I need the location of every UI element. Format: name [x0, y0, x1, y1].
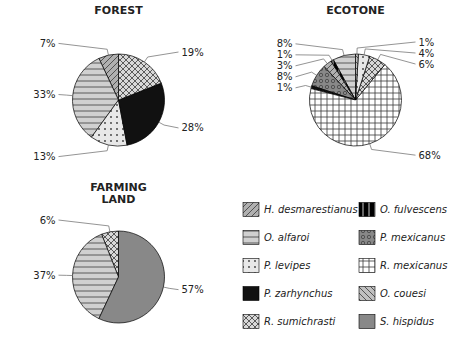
- wedges: [73, 231, 165, 323]
- leader-line: [59, 43, 109, 55]
- legend-label: R. sumichrasti: [264, 316, 336, 327]
- legend-item: P. mexicanus: [359, 231, 445, 245]
- chart-title: FOREST: [94, 4, 143, 17]
- legend-label: O. alfaroi: [264, 232, 310, 243]
- legend-item: R. sumichrasti: [243, 315, 336, 329]
- wedges: [73, 54, 165, 146]
- data-labels: 7% 33% 13% 28% 19%: [33, 38, 203, 162]
- leader-line: [59, 145, 109, 157]
- data-label: 8%: [277, 38, 293, 49]
- pie-wedge: [356, 54, 359, 100]
- legend-label: P. zarhynchus: [264, 288, 332, 299]
- leader-line: [296, 55, 333, 61]
- data-label: 19%: [182, 47, 204, 58]
- leader-line: [144, 52, 178, 62]
- data-label: 33%: [33, 89, 55, 100]
- legend-swatch: [359, 231, 375, 245]
- pie-wedge: [99, 231, 165, 323]
- data-label: 6%: [40, 215, 56, 226]
- leader-line: [364, 49, 415, 55]
- leader-line: [163, 287, 178, 290]
- legend-item: H. desmarestianus: [243, 203, 358, 217]
- data-label: 37%: [33, 270, 55, 281]
- data-label: 8%: [277, 71, 293, 82]
- data-label: 1%: [277, 49, 293, 60]
- legend-label: S. hispidus: [380, 316, 434, 327]
- leader-line: [296, 59, 328, 66]
- legend-label: O. fulvescens: [380, 204, 447, 215]
- data-label: 13%: [33, 151, 55, 162]
- legend-swatch: [359, 203, 375, 217]
- legend-label: O. couesi: [380, 288, 426, 299]
- legend-swatch: [359, 259, 375, 273]
- pie-wedge: [356, 54, 370, 100]
- pie-chart: FOREST 7% 33% 13% 28% 19%: [33, 4, 203, 162]
- pie-wedge: [119, 54, 162, 100]
- legend-swatch: [359, 315, 375, 329]
- data-label: 57%: [182, 284, 204, 295]
- legend-swatch: [243, 231, 259, 245]
- data-labels: 8%1%3%8%1%68%6%4%1%: [277, 37, 441, 161]
- chart-title: FARMINGLAND: [90, 181, 147, 206]
- legend-label: P. mexicanus: [380, 232, 445, 243]
- legend-item: P. zarhynchus: [243, 287, 332, 301]
- data-label: 6%: [419, 59, 435, 70]
- data-labels: 6% 37% 57%: [33, 215, 203, 296]
- data-label: 3%: [277, 60, 293, 71]
- pie-chart: ECOTONE8%1%3%8%1%68%6%4%1%: [277, 4, 441, 161]
- data-label: 28%: [182, 122, 204, 133]
- data-label: 68%: [419, 150, 441, 161]
- figure: FOREST7%33%13%28%19%ECOTONE8%1%3%8%1%68%…: [0, 0, 474, 354]
- legend-item: S. hispidus: [359, 315, 434, 329]
- leader-line: [159, 122, 179, 128]
- legend-swatch: [243, 259, 259, 273]
- legend-swatch: [243, 287, 259, 301]
- leader-line: [357, 42, 416, 54]
- leader-line: [59, 220, 110, 232]
- leader-line: [296, 44, 345, 56]
- leader-line: [296, 72, 317, 77]
- legend-swatch: [243, 203, 259, 217]
- chart-title: ECOTONE: [326, 4, 385, 17]
- legend-item: O. alfaroi: [243, 231, 310, 245]
- wedges: [309, 54, 401, 146]
- legend-label: R. mexicanus: [380, 260, 447, 271]
- leader-line: [296, 85, 312, 87]
- pie-chart: FARMINGLAND 6% 37% 57%: [33, 181, 203, 323]
- data-label: 1%: [419, 37, 435, 48]
- legend-label: H. desmarestianus: [264, 204, 358, 215]
- legend-label: P. levipes: [264, 260, 310, 271]
- leader-line: [370, 144, 416, 155]
- legend-item: O. couesi: [359, 287, 426, 301]
- legend-swatch: [243, 315, 259, 329]
- legend-item: R. mexicanus: [359, 259, 447, 273]
- legend-item: O. fulvescens: [359, 203, 447, 217]
- leader-line: [378, 54, 416, 64]
- legend-swatch: [359, 287, 375, 301]
- data-label: 1%: [277, 82, 293, 93]
- legend-item: P. levipes: [243, 259, 310, 273]
- leader-line: [59, 95, 73, 96]
- data-label: 7%: [40, 38, 56, 49]
- leader-line: [59, 275, 73, 276]
- data-label: 4%: [419, 48, 435, 59]
- legend: H. desmarestianus O. alfaroi P. levipes P. …: [243, 203, 447, 329]
